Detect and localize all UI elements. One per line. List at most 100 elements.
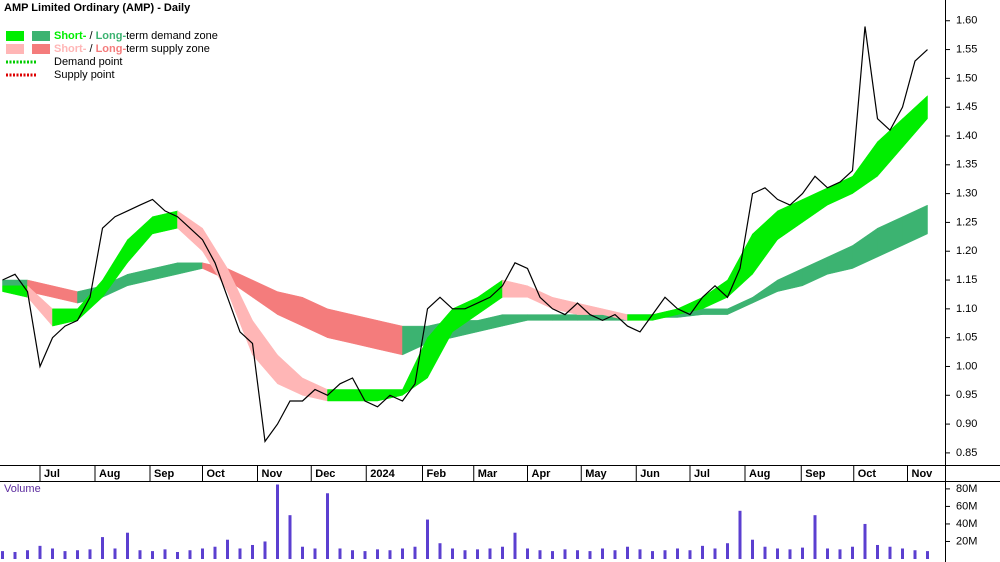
x-tick-label: Jul	[694, 468, 710, 480]
y-tick-label: 1.10	[956, 303, 977, 315]
y-tick-label: 1.35	[956, 159, 977, 171]
zone-segment	[2, 285, 28, 298]
volume-bar	[113, 548, 117, 559]
x-tick-label: Nov	[262, 468, 284, 480]
volume-bar	[576, 550, 579, 559]
zone-segment	[277, 291, 303, 327]
volume-bar	[326, 493, 329, 559]
zone-segment	[152, 262, 178, 281]
x-tick-label: Dec	[315, 468, 335, 480]
legend-swatch	[32, 44, 50, 54]
volume-bar	[201, 548, 204, 559]
volume-bar	[251, 544, 254, 559]
volume-bar	[888, 546, 892, 559]
zone-segment	[752, 279, 778, 304]
x-tick-label: May	[585, 468, 607, 480]
volume-bar	[876, 544, 879, 559]
y-tick-label: 80M	[956, 483, 977, 495]
zones	[2, 95, 928, 402]
volume-bar	[551, 551, 554, 559]
volume-bar	[188, 550, 192, 559]
volume-bar	[1, 551, 4, 559]
x-tick-label: Feb	[427, 468, 447, 480]
x-tick-label: Nov	[912, 468, 934, 480]
volume-bar	[276, 484, 279, 559]
zone-segment	[777, 268, 803, 292]
y-tick-label: 0.95	[956, 389, 977, 401]
volume-bar	[688, 550, 692, 559]
y-tick-label: 60M	[956, 500, 977, 512]
zone-segment	[652, 308, 678, 321]
x-tick-label: Oct	[207, 468, 226, 480]
volume-bar	[626, 546, 629, 559]
volume-bar	[213, 546, 217, 559]
legend-text: Short- / Long-term demand zone	[54, 30, 218, 42]
legend-text: Demand point	[54, 56, 123, 68]
legend-separator: /	[86, 30, 95, 42]
zone-segment	[327, 308, 353, 344]
y-tick-label: 1.00	[956, 360, 977, 372]
zone-segment	[177, 262, 203, 275]
chart-title: AMP Limited Ordinary (AMP) - Daily	[4, 2, 191, 14]
volume-bar	[26, 550, 29, 559]
volume-bar	[563, 549, 567, 559]
volume-bar	[301, 546, 304, 559]
volume-bar	[163, 549, 167, 559]
zone-segment	[702, 308, 728, 315]
zone-segment	[177, 210, 203, 252]
volume-bar	[451, 548, 454, 559]
y-tick-label: 1.55	[956, 43, 977, 55]
y-tick-label: 1.15	[956, 274, 977, 286]
volume-bar	[913, 550, 917, 559]
volume-bar	[176, 551, 179, 559]
volume-bar	[138, 550, 142, 559]
volume-bar	[151, 551, 154, 559]
volume-bar	[601, 548, 604, 559]
volume-bar	[801, 547, 804, 559]
volume-bar	[463, 550, 467, 559]
volume-bar	[238, 548, 242, 559]
zone-segment	[252, 279, 278, 316]
y-tick-label: 40M	[956, 518, 977, 530]
volume-bar	[313, 548, 317, 559]
y-tick-label: 1.20	[956, 245, 977, 257]
x-tick-label: Mar	[478, 468, 498, 480]
zone-segment	[752, 210, 778, 276]
volume-bar	[676, 548, 679, 559]
zone-segment	[352, 389, 378, 402]
y-tick-label: 1.25	[956, 216, 977, 228]
y-tick-label: 1.50	[956, 72, 977, 84]
zone-segment	[527, 314, 553, 321]
volume-bar	[863, 523, 867, 559]
x-tick-label: Aug	[749, 468, 770, 480]
y-tick-label: 0.85	[956, 447, 977, 459]
volume-bar	[663, 550, 667, 559]
legend-short: Short-	[54, 43, 87, 55]
volume-bar	[426, 519, 429, 559]
volume-bar	[926, 551, 929, 559]
y-tick-label: 1.40	[956, 130, 977, 142]
volume-bar	[701, 545, 704, 559]
legend-swatch	[32, 31, 50, 41]
volume-bar	[226, 539, 229, 559]
volume-bar	[376, 549, 379, 559]
zone-segment	[877, 216, 903, 258]
volume-bar	[538, 550, 542, 559]
volume-bar	[363, 551, 367, 559]
zone-segment	[727, 296, 753, 315]
zone-segment	[802, 187, 828, 223]
x-tick-label: Apr	[532, 468, 552, 480]
volume-bar	[413, 546, 417, 559]
y-tick-label: 20M	[956, 535, 977, 547]
y-tick-label: 1.45	[956, 101, 977, 113]
volume-bar	[851, 546, 854, 559]
legend-swatch	[6, 31, 24, 41]
legend-separator: /	[86, 43, 95, 55]
volume-bar	[501, 546, 504, 559]
x-tick-label: 2024	[370, 468, 395, 480]
volume-bar	[901, 548, 904, 559]
x-tick-label: Sep	[154, 468, 174, 480]
y-tick-label: 1.30	[956, 188, 977, 200]
volume-bar	[13, 551, 17, 559]
